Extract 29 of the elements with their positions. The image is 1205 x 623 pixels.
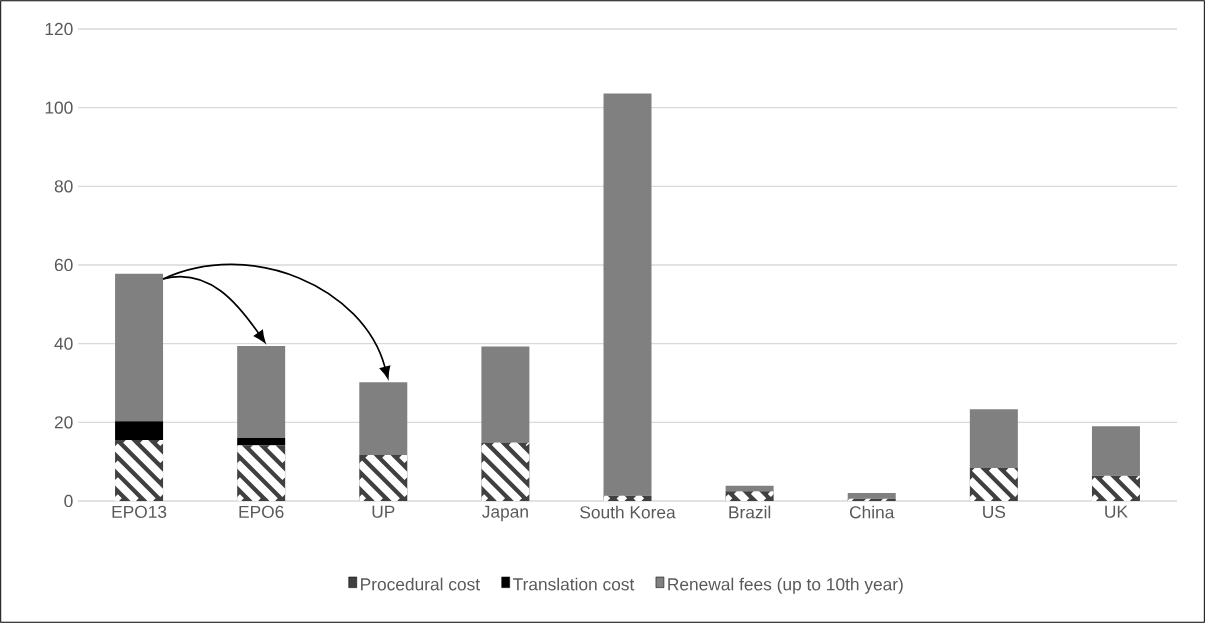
y-tick-label: 80	[54, 180, 73, 193]
y-tick-label: 40	[54, 337, 73, 350]
x-tick-label: US	[983, 505, 1006, 518]
y-tick-label: 60	[54, 258, 73, 272]
legend-label: Renewal fees (up to 10th year)	[668, 577, 903, 594]
x-tick-label: Brazil	[729, 505, 771, 519]
y-tick-label: 100	[45, 101, 73, 114]
legend-label: Translation cost	[513, 577, 635, 591]
y-tick-label: 0	[64, 494, 73, 508]
bar	[237, 438, 286, 446]
x-tick-label: EPO6	[239, 505, 284, 518]
bar	[359, 382, 408, 455]
x-tick-label: EPO13	[112, 505, 167, 518]
legend-label: Procedural cost	[361, 577, 480, 591]
bar	[481, 346, 530, 443]
x-tick-label: UK	[1105, 505, 1128, 518]
bar	[969, 409, 1018, 468]
bar	[237, 346, 286, 439]
x-tick-label: South Korea	[580, 505, 676, 519]
bar	[847, 493, 896, 499]
x-tick-label: Japan	[482, 505, 528, 522]
bar	[1091, 426, 1140, 476]
y-tick-label: 120	[45, 22, 73, 36]
bar	[725, 485, 774, 492]
x-tick-label: China	[849, 505, 895, 519]
y-tick-label: 20	[54, 416, 73, 429]
x-tick-label: UP	[372, 505, 395, 518]
bar	[115, 421, 164, 441]
bar	[115, 273, 164, 422]
